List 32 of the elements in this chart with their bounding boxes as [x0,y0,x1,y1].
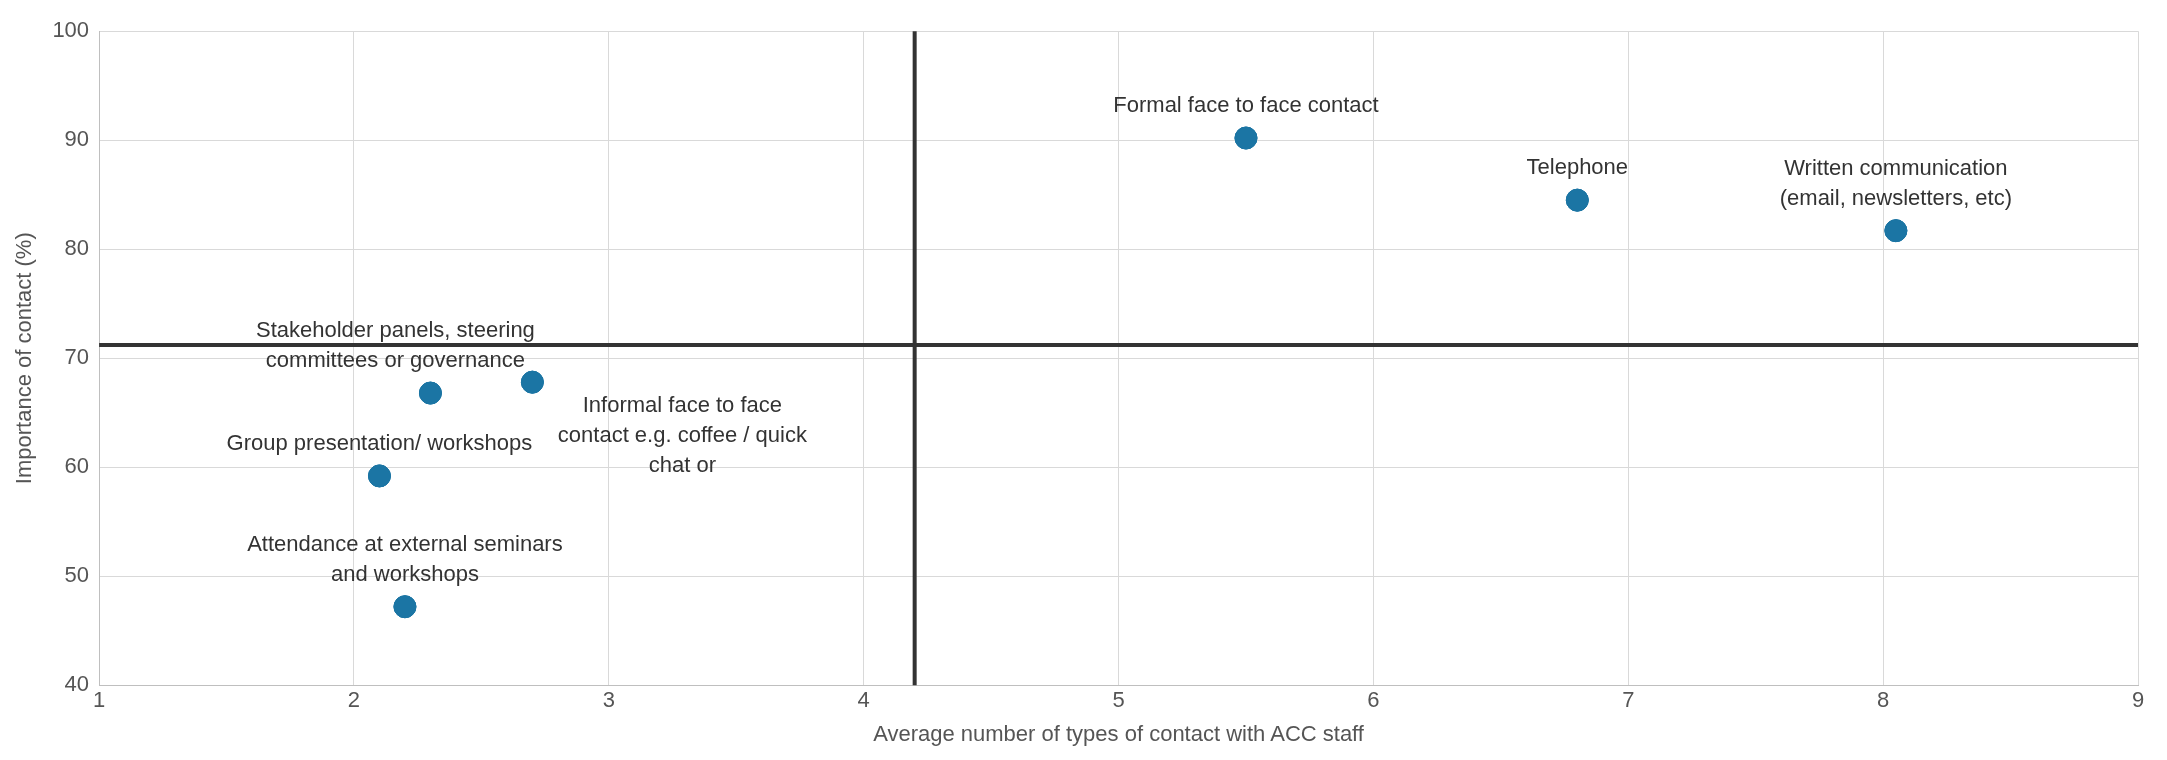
annotation: Formal face to face contact [1113,92,1379,118]
y-tick-label: 50 [64,562,90,588]
annotation: Group presentation/ workshops [226,429,533,455]
point [367,464,391,488]
point [1884,219,1908,243]
x-tick-label: 1 [92,687,106,713]
y-tick-label: 90 [64,126,90,152]
x-tick-label: 7 [1622,687,1635,713]
x-tick-label: 6 [1367,687,1380,713]
x-tick-label: 2 [347,687,361,713]
y-axis-title: Importance of contact (%) [11,232,37,485]
annotation: Stakeholder panels, steering committees or governance [256,317,535,373]
x-tick-label: 4 [857,687,870,713]
annotation: Written communication (email, newsletters, etc) [1779,154,2013,210]
point [1565,188,1589,212]
point [418,381,442,405]
y-tick-label: 60 [64,453,90,479]
y-tick-label: 70 [64,344,90,370]
x-tick-label: 3 [602,687,615,713]
x-tick-label: 8 [1877,687,1890,713]
x-tick-label: 5 [1112,687,1125,713]
point [1234,126,1258,150]
x-axis-title: Average number of types of contact with ACC staff [873,720,1365,746]
point [393,595,417,619]
y-tick-label: 100 [52,17,90,43]
annotation: Attendance at external seminars and workshops [247,530,563,586]
x-tick-label: 9 [2131,687,2145,713]
point [520,370,544,394]
annotation: Informal face to face contact e.g. coffee / quick chat or [557,392,808,478]
annotation: Telephone [1526,154,1629,180]
y-tick-label: 40 [64,671,90,697]
y-tick-label: 80 [64,235,90,261]
